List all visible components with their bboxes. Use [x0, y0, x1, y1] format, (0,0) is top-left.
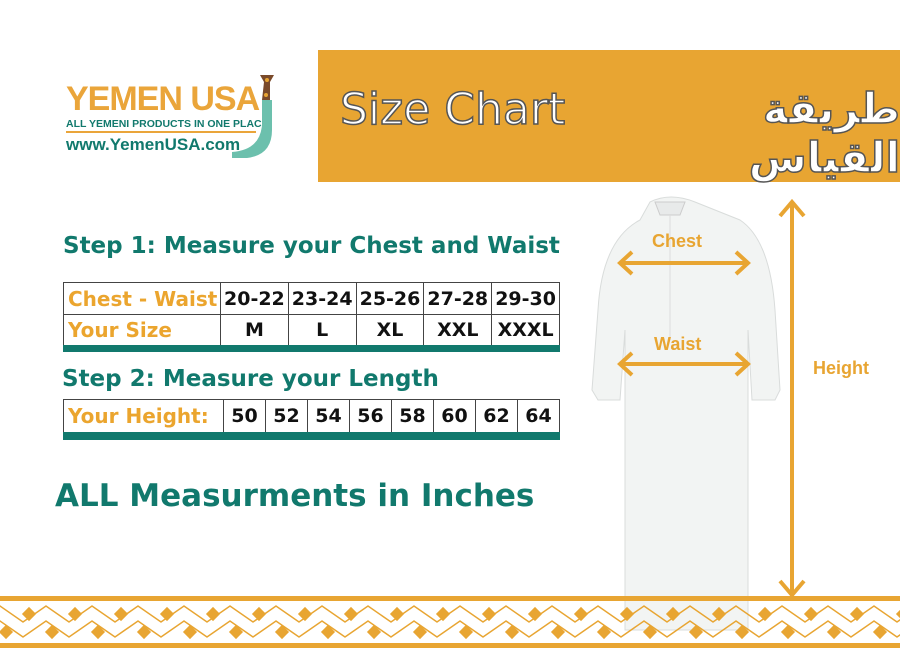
size-cell: XL: [355, 314, 425, 346]
waist-label: Waist: [654, 334, 702, 354]
height-cell: 60: [433, 399, 476, 433]
height-cell: 54: [307, 399, 350, 433]
size-cell: XXXL: [491, 314, 560, 346]
decorative-border: [0, 596, 900, 648]
logo-tagline: ALL YEMENI PRODUCTS IN ONE PLACE: [66, 118, 269, 130]
height-cell: 50: [223, 399, 266, 433]
title: Size Chart: [339, 83, 566, 136]
height-cell: 52: [265, 399, 308, 433]
size-cell: L: [287, 314, 357, 346]
range-cell: 25-26: [355, 282, 425, 315]
waist-arrow: [617, 351, 751, 377]
step2-heading: Step 2: Measure your Length: [62, 366, 439, 392]
chest-waist-label: Chest - Waist: [63, 282, 221, 315]
your-height-label: Your Height:: [63, 399, 224, 433]
chest-arrow: [617, 250, 751, 276]
table-underline: [63, 432, 560, 440]
range-cell: 29-30: [491, 282, 560, 315]
height-cell: 62: [475, 399, 518, 433]
logo-divider: [66, 131, 256, 133]
size-table: Chest - Waist 20-22 23-24 25-26 27-28 29…: [63, 282, 560, 346]
your-size-label: Your Size: [63, 314, 221, 346]
units-note: ALL Measurments in Inches: [55, 478, 535, 514]
title-arabic: طريقة القياس: [748, 83, 900, 183]
range-cell: 27-28: [423, 282, 493, 315]
range-cell: 23-24: [287, 282, 357, 315]
height-table: Your Height: 50 52 54 56 58 60 62 64: [63, 399, 560, 433]
height-cell: 64: [517, 399, 560, 433]
dagger-icon: [232, 75, 274, 158]
thobe-icon: [591, 196, 781, 631]
table-underline: [63, 345, 560, 352]
logo-name: YEMEN USA: [66, 80, 260, 118]
height-arrow: [778, 198, 806, 599]
logo-url: www.YemenUSA.com: [66, 135, 241, 154]
thobe-diagram: [591, 196, 806, 631]
size-cell: XXL: [423, 314, 493, 346]
chest-label: Chest: [652, 231, 703, 251]
step1-heading: Step 1: Measure your Chest and Waist: [63, 233, 560, 259]
height-label: Height: [813, 358, 869, 378]
size-cell: M: [220, 314, 289, 346]
title-banner: [318, 50, 900, 182]
height-cell: 56: [349, 399, 392, 433]
range-cell: 20-22: [220, 282, 289, 315]
height-cell: 58: [391, 399, 434, 433]
